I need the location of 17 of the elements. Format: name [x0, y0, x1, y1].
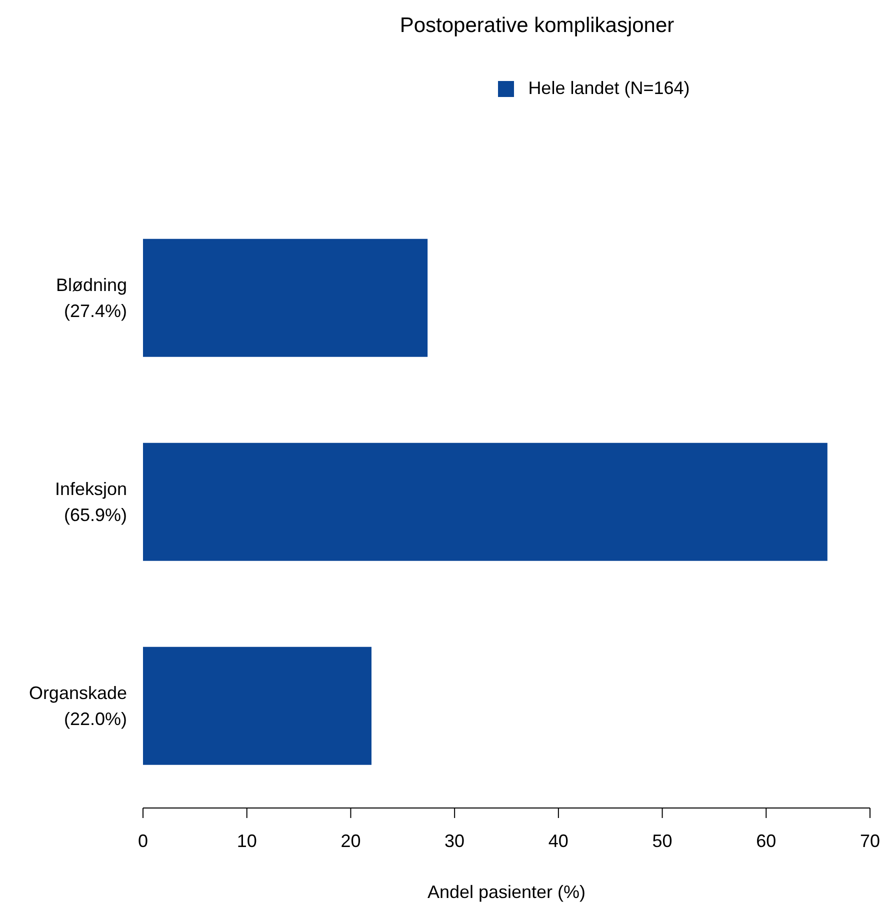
x-tick-label: 70	[860, 830, 880, 851]
y-tick-label: Blødning (27.4%)	[56, 275, 127, 321]
bar	[143, 442, 828, 561]
bar	[143, 646, 372, 765]
x-tick-label: 0	[138, 830, 148, 851]
x-tick-label: 60	[756, 830, 776, 851]
x-tick-label: 40	[548, 830, 568, 851]
x-tick-label: 50	[652, 830, 672, 851]
x-tick-label: 10	[236, 830, 257, 851]
x-tick-label: 20	[340, 830, 361, 851]
y-tick-label: Infeksjon (65.9%)	[54, 479, 127, 525]
y-tick-label: Organskade (22.0%)	[28, 683, 127, 729]
x-axis-title: Andel pasienter (%)	[427, 882, 586, 902]
bar	[143, 238, 428, 357]
chart-title: Postoperative komplikasjoner	[400, 14, 674, 38]
legend-label: Hele landet (N=164)	[528, 78, 690, 98]
x-tick-label: 30	[444, 830, 465, 851]
